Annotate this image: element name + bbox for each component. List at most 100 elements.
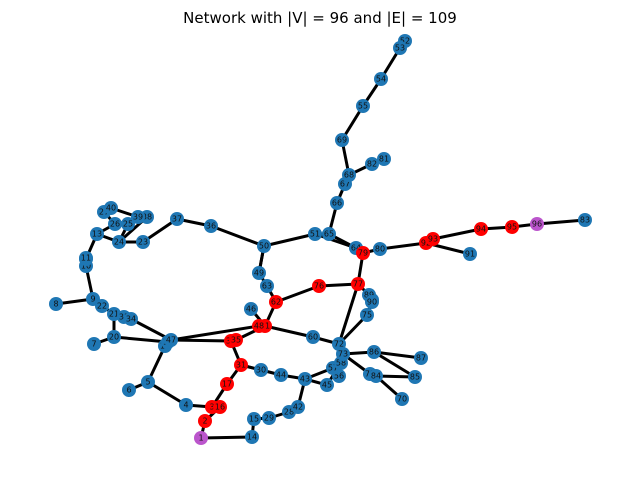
node-marker (342, 168, 356, 182)
edge-86-87 (372, 350, 423, 360)
node-15: 15 (247, 412, 261, 426)
node-marker (306, 330, 320, 344)
node-84: 84 (369, 369, 383, 383)
node-marker (274, 368, 288, 382)
node-marker (260, 279, 274, 293)
node-70: 70 (395, 392, 409, 406)
node-8: 8 (49, 297, 63, 311)
node-44: 44 (274, 368, 288, 382)
node-36: 36 (204, 219, 218, 233)
node-5: 5 (141, 375, 155, 389)
node-24: 24 (112, 235, 126, 249)
node-marker (252, 266, 266, 280)
node-marker (308, 227, 322, 241)
node-11: 11 (79, 251, 93, 265)
node-marker (356, 99, 370, 113)
node-marker (234, 358, 248, 372)
node-marker (414, 351, 428, 365)
edge-20-19 (112, 335, 170, 344)
node-marker (104, 201, 118, 215)
node-marker (262, 411, 276, 425)
node-77: 77 (351, 277, 365, 291)
node-65: 65 (322, 227, 336, 241)
node-marker (474, 222, 488, 236)
node-marker (108, 217, 122, 231)
node-marker (320, 378, 334, 392)
node-marker (377, 152, 391, 166)
node-marker (463, 247, 477, 261)
node-22: 22 (95, 299, 109, 313)
node-55: 55 (356, 99, 370, 113)
edge-93-94 (431, 227, 483, 241)
node-marker (322, 227, 336, 241)
node-marker (298, 372, 312, 386)
node-marker (252, 319, 266, 333)
node-46: 46 (244, 302, 258, 316)
node-marker (374, 72, 388, 86)
node-66: 66 (330, 196, 344, 210)
node-marker (204, 219, 218, 233)
node-86: 86 (367, 345, 381, 359)
node-marker (213, 400, 227, 414)
node-39: 39 (131, 210, 145, 224)
node-60: 60 (306, 330, 320, 344)
edge-1-14 (199, 435, 254, 440)
node-marker (198, 414, 212, 428)
node-30: 30 (254, 363, 268, 377)
chart-title: Network with |V| = 96 and |E| = 109 (183, 9, 457, 27)
node-marker (312, 279, 326, 293)
node-marker (131, 210, 145, 224)
node-81: 81 (377, 152, 391, 166)
node-83: 83 (578, 213, 592, 227)
node-marker (335, 133, 349, 147)
node-43: 43 (298, 372, 312, 386)
node-13: 13 (90, 227, 104, 241)
node-45: 45 (320, 378, 334, 392)
node-marker (245, 430, 259, 444)
node-34: 34 (124, 312, 138, 326)
node-marker (179, 398, 193, 412)
node-14: 14 (245, 430, 259, 444)
edge-60-41 (263, 324, 315, 339)
node-marker (107, 330, 121, 344)
node-marker (330, 196, 344, 210)
node-26: 26 (108, 217, 122, 231)
node-marker (164, 333, 178, 347)
node-marker (578, 213, 592, 227)
node-42: 42 (291, 400, 305, 414)
node-marker (408, 370, 422, 384)
edge-62-76 (274, 284, 321, 304)
node-2: 2 (198, 414, 212, 428)
node-marker (79, 251, 93, 265)
node-marker (336, 347, 350, 361)
node-marker (229, 333, 243, 347)
node-40: 40 (104, 201, 118, 215)
node-29: 29 (262, 411, 276, 425)
node-62: 62 (269, 295, 283, 309)
node-marker (141, 375, 155, 389)
nodes-layer: 1234567891012131415161718192021222324252… (49, 34, 592, 445)
node-marker (136, 235, 150, 249)
node-marker (356, 246, 370, 260)
node-23: 23 (136, 235, 150, 249)
node-73: 73 (336, 347, 350, 361)
node-6: 6 (122, 383, 136, 397)
node-marker (365, 157, 379, 171)
node-20: 20 (107, 330, 121, 344)
node-68: 68 (342, 168, 356, 182)
node-marker (244, 302, 258, 316)
node-85: 85 (408, 370, 422, 384)
node-marker (369, 369, 383, 383)
node-marker (95, 299, 109, 313)
node-54: 54 (374, 72, 388, 86)
edge-51-50 (262, 232, 317, 248)
node-63: 63 (260, 279, 274, 293)
node-47: 47 (164, 333, 178, 347)
node-marker (122, 383, 136, 397)
node-69: 69 (335, 133, 349, 147)
node-marker (87, 337, 101, 351)
node-80: 80 (373, 242, 387, 256)
node-87: 87 (414, 351, 428, 365)
edge-96-83 (535, 218, 587, 226)
